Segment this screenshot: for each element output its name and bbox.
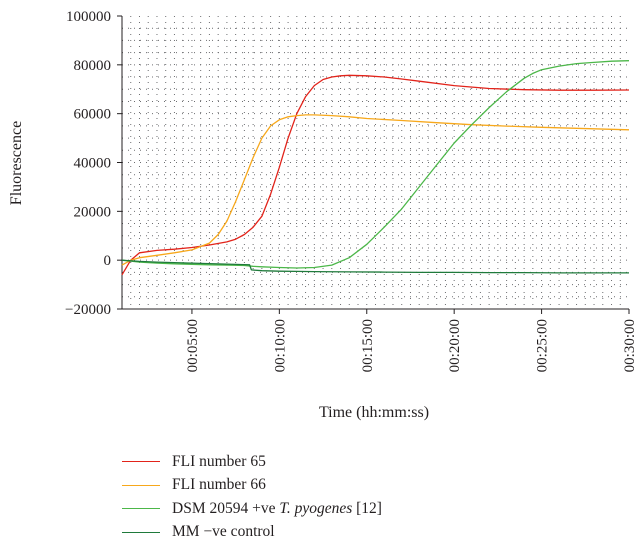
- legend-label-dsm-prefix: DSM 20594 +ve: [172, 499, 280, 517]
- x-tick-label: 00:10:00: [272, 319, 288, 372]
- legend-label-fli-65: FLI number 65: [172, 452, 266, 470]
- series-line-3: [121, 259, 629, 274]
- grid: [122, 16, 629, 309]
- y-tick-label: 20000: [74, 204, 112, 220]
- y-tick-label: 100000: [66, 9, 111, 25]
- series-lines: [121, 60, 630, 276]
- axes: [117, 15, 630, 314]
- x-tick-label: 00:25:00: [535, 319, 551, 372]
- y-tick-label: 60000: [74, 107, 112, 123]
- legend-item-fli-65: FLI number 65: [122, 450, 382, 474]
- legend-swatch-fli-66: [122, 484, 160, 486]
- x-axis-title: Time (hh:mm:ss): [319, 404, 429, 421]
- legend-swatch-mm-control: [122, 531, 160, 533]
- x-tick-label: 00:30:00: [622, 319, 635, 372]
- legend-item-mm-control: MM −ve control: [122, 521, 382, 545]
- legend: FLI number 65 FLI number 66 DSM 20594 +v…: [122, 450, 382, 544]
- legend-label-mm-control: MM −ve control: [172, 523, 275, 541]
- legend-swatch-dsm-20594: [122, 508, 160, 510]
- x-tick-label: 00:20:00: [447, 319, 463, 372]
- series-line-0: [121, 74, 630, 276]
- y-tick-labels: −20000 0 20000 40000 60000 80000 100000: [65, 9, 111, 318]
- legend-label-fli-66: FLI number 66: [172, 476, 266, 494]
- series-line-2: [121, 60, 630, 269]
- y-tick-label: 0: [104, 253, 112, 269]
- legend-swatch-fli-65: [122, 461, 160, 463]
- y-tick-label: −20000: [65, 302, 111, 318]
- series-line-1: [121, 114, 630, 266]
- legend-item-fli-66: FLI number 66: [122, 474, 382, 498]
- legend-label-dsm-suffix: [12]: [352, 499, 382, 517]
- y-axis-title: Fluorescence: [8, 121, 25, 205]
- chart: −20000 0 20000 40000 60000 80000 100000 00:05:…: [8, 9, 635, 421]
- legend-label-dsm-20594: DSM 20594 +ve T. pyogenes [12]: [172, 500, 382, 518]
- x-tick-label: 00:15:00: [360, 319, 376, 372]
- legend-label-dsm-species: T. pyogenes: [279, 499, 353, 517]
- y-tick-label: 80000: [74, 58, 112, 74]
- x-tick-label: 00:05:00: [185, 319, 201, 372]
- legend-item-dsm-20594: DSM 20594 +ve T. pyogenes [12]: [122, 497, 382, 521]
- y-tick-label: 40000: [74, 156, 112, 172]
- x-tick-labels: 00:05:00 00:10:00 00:15:00 00:20:00 00:25:00…: [185, 319, 635, 372]
